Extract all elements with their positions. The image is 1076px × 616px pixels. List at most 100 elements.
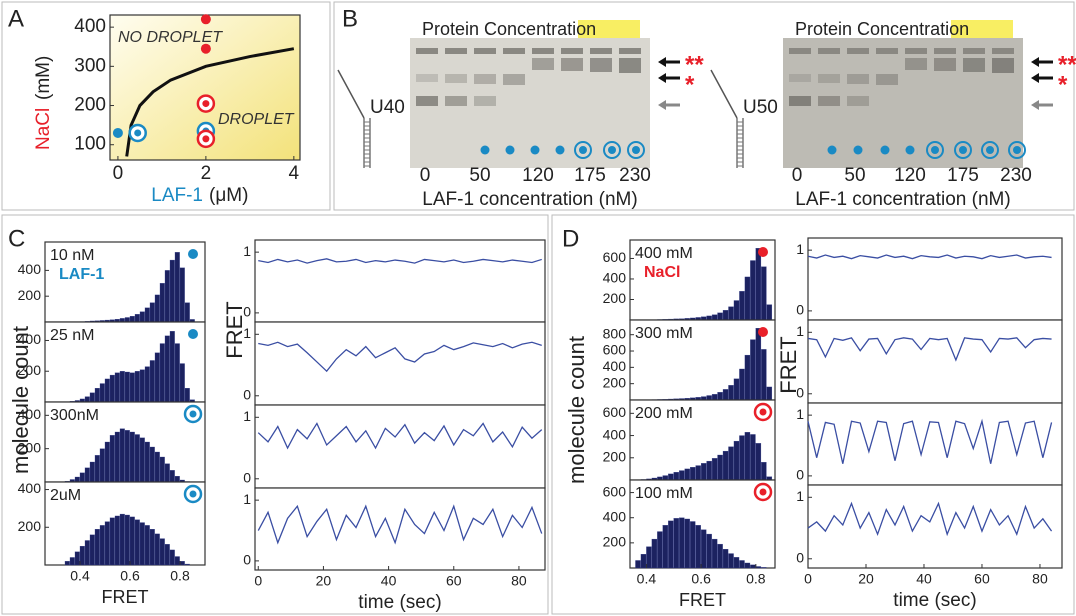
panel-label: C xyxy=(8,225,25,252)
lane-dot xyxy=(505,145,515,155)
plot-frame xyxy=(807,237,1063,321)
band-mark: * xyxy=(685,71,695,98)
histogram-bar xyxy=(728,446,734,481)
x-axis-label: LAF-1 xyxy=(151,185,203,206)
gel-band xyxy=(789,74,811,82)
histogram-bar xyxy=(99,525,105,566)
histogram-bar xyxy=(129,431,135,483)
fret-trace xyxy=(807,337,1052,362)
histogram-bar xyxy=(733,300,740,321)
histogram-bar xyxy=(739,368,745,401)
marker-dot xyxy=(188,249,198,259)
x-tick-label: 40 xyxy=(381,573,397,589)
histogram-bar xyxy=(154,294,160,323)
lane-label: 175 xyxy=(574,165,606,186)
plot-frame xyxy=(807,402,1063,486)
histogram-bar xyxy=(706,460,712,481)
y-tick-label: 200 xyxy=(603,374,627,390)
y-tick-label: 1 xyxy=(243,408,251,424)
fret-trace xyxy=(258,258,542,264)
panel-label: A xyxy=(8,5,24,32)
histogram-bar xyxy=(139,311,145,323)
histogram-bar xyxy=(179,561,185,566)
histogram-bar xyxy=(124,514,130,566)
histogram-bar xyxy=(662,525,669,569)
marker-dot xyxy=(200,43,211,54)
lane-label: 175 xyxy=(947,165,979,186)
histogram-bar xyxy=(134,314,140,323)
histogram-bar xyxy=(766,304,773,321)
panel-label: D xyxy=(562,225,579,252)
plot-frame xyxy=(807,319,1063,404)
y-tick-label: 200 xyxy=(18,362,42,378)
x-tick-label: 4 xyxy=(289,163,300,184)
histogram-bar xyxy=(124,317,130,323)
histogram-bar xyxy=(99,383,105,403)
gel-band xyxy=(619,58,641,73)
y-axis-label: molecule count xyxy=(8,326,33,474)
y-tick-label: 400 xyxy=(18,331,42,347)
y-tick-label: 400 xyxy=(18,261,42,277)
histogram-bar xyxy=(744,432,751,481)
gel-band xyxy=(474,96,496,106)
marker-dot xyxy=(134,129,142,137)
histogram-label: 300 mM xyxy=(635,325,693,342)
lane-label: 230 xyxy=(1000,165,1032,186)
band-mark: ** xyxy=(685,51,704,78)
histogram-bar xyxy=(74,476,80,483)
gel-well xyxy=(474,48,496,54)
histogram-bar xyxy=(144,441,150,483)
x-axis-label: LAF-1 concentration (nM) xyxy=(795,189,1010,210)
histogram-bar xyxy=(104,441,110,483)
lane-dot xyxy=(880,145,890,155)
histogram-bar xyxy=(109,374,115,403)
histogram-bar xyxy=(114,431,120,483)
lane-dot xyxy=(579,146,587,154)
x-tick-label: 0.4 xyxy=(70,568,90,584)
histogram-bar xyxy=(750,434,756,481)
y-axis-label: NaCl xyxy=(33,108,54,150)
lane-ring xyxy=(603,141,621,159)
x-tick-label: 0.4 xyxy=(637,571,657,587)
histogram-bar xyxy=(750,564,756,569)
y-tick-label: 0 xyxy=(796,549,804,565)
histogram-bar xyxy=(717,454,723,481)
histogram-bar xyxy=(94,388,100,403)
y-tick-label: 0 xyxy=(243,304,251,320)
histogram-bar xyxy=(700,529,707,569)
histogram-bar xyxy=(69,557,75,566)
histogram-label: 25 nM xyxy=(50,327,94,344)
gel-well xyxy=(847,48,869,54)
histogram-bar xyxy=(640,554,647,569)
lane-dot xyxy=(959,146,967,154)
y-tick-label: 1 xyxy=(243,491,251,507)
gel-well xyxy=(416,48,438,54)
y-tick-label: 200 xyxy=(18,518,42,534)
histogram-bar xyxy=(109,517,115,566)
histogram-bar xyxy=(144,307,150,323)
histogram-bar xyxy=(679,517,685,569)
histogram-bar xyxy=(169,470,175,483)
construct-label: U50 xyxy=(743,97,778,118)
gel-well xyxy=(590,48,612,54)
histogram-bar xyxy=(149,529,155,566)
y-tick-label: 1 xyxy=(796,241,804,257)
histogram-bar xyxy=(662,475,669,481)
histogram-bar xyxy=(149,446,155,483)
fret-trace xyxy=(807,254,1052,260)
y-tick-label: 0 xyxy=(243,552,251,568)
y-tick-label: 0 xyxy=(796,467,804,483)
marker-dot xyxy=(200,14,211,25)
histogram-bar xyxy=(739,435,745,481)
histogram-bar xyxy=(124,371,130,403)
rna-strand xyxy=(337,69,365,119)
y-tick-label: 1 xyxy=(243,325,251,341)
histogram-bar xyxy=(684,468,690,481)
histogram-bar xyxy=(766,386,773,401)
gel-band xyxy=(561,58,583,71)
histogram-bar xyxy=(84,396,90,403)
lane-ring xyxy=(954,141,972,159)
histogram-bar xyxy=(119,513,125,566)
x-axis-label: LAF-1 concentration (nM) xyxy=(422,189,637,210)
histogram-bar xyxy=(679,470,685,481)
